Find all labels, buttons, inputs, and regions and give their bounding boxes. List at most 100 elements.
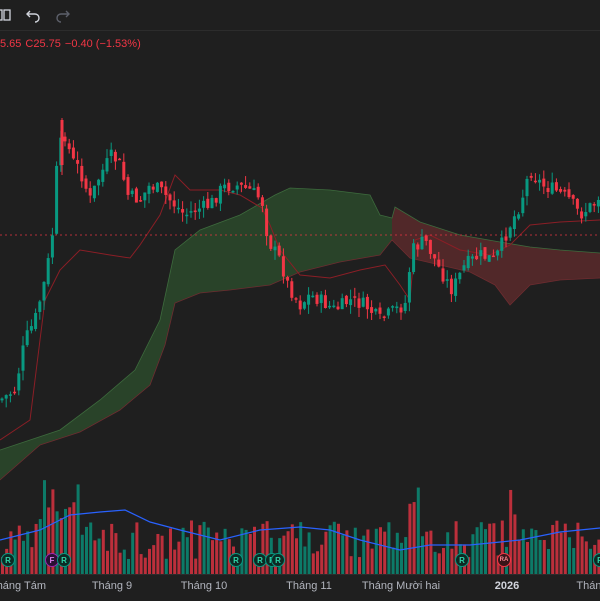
candle-body — [374, 308, 378, 312]
legend-partial-value: 5.65 — [0, 38, 22, 50]
volume-bar — [118, 552, 122, 574]
volume-bar — [551, 524, 555, 574]
volume-bar — [110, 523, 114, 574]
candle-body — [508, 227, 512, 238]
volume-bar — [152, 545, 156, 574]
candle-body — [332, 305, 336, 308]
volume-bar — [383, 531, 387, 574]
volume-bar — [55, 511, 59, 574]
volume-bar — [38, 519, 42, 574]
volume-bar — [295, 538, 298, 574]
candle-body — [386, 308, 390, 316]
candle-body — [139, 200, 143, 202]
candle-body — [101, 169, 105, 182]
volume-bar — [93, 540, 97, 574]
candle-body — [420, 236, 424, 250]
candle-body — [151, 186, 155, 190]
volume-bar — [408, 503, 412, 574]
candle-body — [525, 178, 529, 197]
volume-bar — [580, 536, 584, 574]
volume-bar — [345, 530, 349, 574]
candle-body — [559, 189, 563, 192]
candle-body — [399, 307, 403, 313]
candle-body — [113, 151, 117, 162]
candle-body — [235, 185, 239, 190]
volume-bar — [290, 524, 294, 574]
undo-icon[interactable] — [22, 4, 44, 26]
candle-body — [50, 235, 54, 258]
candle-body — [500, 237, 504, 251]
candle-body — [496, 250, 500, 256]
candle-body — [134, 188, 138, 203]
event-marker[interactable]: R — [271, 553, 285, 567]
volume-bar — [467, 557, 471, 574]
volume-bar — [568, 537, 571, 574]
volume-bar — [131, 532, 135, 574]
candle-body — [21, 345, 25, 371]
candle-body — [378, 307, 382, 314]
legend-close: C25.75 — [25, 38, 61, 50]
candle-body — [252, 188, 256, 190]
candle-body — [475, 255, 479, 260]
volume-bar — [34, 523, 38, 574]
candle-body — [38, 301, 42, 312]
candle-body — [231, 190, 235, 193]
candle-body — [147, 185, 151, 194]
price-chart[interactable] — [0, 30, 600, 574]
volume-bar — [421, 536, 424, 574]
event-marker[interactable]: R — [1, 553, 15, 567]
volume-bar — [194, 558, 198, 574]
volume-bar — [353, 527, 357, 574]
volume-bar — [362, 535, 366, 574]
volume-bar — [509, 489, 513, 574]
candle-body — [118, 158, 122, 161]
candle-body — [517, 214, 521, 219]
candle-body — [533, 180, 537, 183]
redo-icon[interactable] — [52, 4, 74, 26]
volume-bar — [9, 531, 13, 574]
candle-body — [210, 197, 214, 209]
volume-ma — [0, 509, 600, 551]
volume-bar — [433, 551, 437, 574]
volume-bar — [139, 554, 143, 574]
candle-body — [92, 185, 96, 199]
volume-bar — [446, 532, 450, 574]
volume-bar — [584, 541, 588, 574]
volume-bar — [400, 542, 403, 574]
candle-body — [433, 254, 437, 259]
candle-body — [353, 296, 357, 298]
candle-body — [462, 265, 466, 271]
candle-body — [487, 255, 491, 262]
candle-body — [483, 247, 487, 259]
volume-bar — [286, 531, 290, 574]
candle-body — [277, 245, 281, 256]
event-marker[interactable]: R — [593, 553, 600, 567]
candle-body — [80, 165, 84, 182]
layout-icon[interactable] — [0, 4, 14, 26]
toolbar — [0, 0, 600, 31]
volume-bar — [404, 537, 408, 574]
candle-body — [189, 211, 193, 213]
candle-body — [365, 296, 369, 310]
volume-bar — [337, 523, 340, 574]
volume-bar — [307, 532, 311, 574]
candle-body — [588, 203, 592, 212]
event-marker[interactable]: RA — [497, 553, 511, 567]
candle-body — [25, 330, 29, 346]
cloud-bearish — [392, 207, 600, 305]
candle-body — [449, 278, 453, 295]
event-marker[interactable]: R — [455, 553, 469, 567]
volume-bar — [173, 549, 177, 574]
volume-bar — [425, 531, 429, 574]
candle-body — [172, 200, 176, 207]
candle-body — [298, 300, 302, 310]
event-marker[interactable]: R — [229, 553, 243, 567]
volume-bar — [59, 518, 63, 574]
candle-body — [176, 207, 180, 210]
volume-bar — [223, 528, 227, 574]
volume-bar — [206, 527, 210, 574]
candle-body — [521, 197, 525, 214]
volume-bar — [379, 527, 382, 574]
candle-body — [445, 279, 449, 281]
event-marker[interactable]: R — [57, 553, 71, 567]
